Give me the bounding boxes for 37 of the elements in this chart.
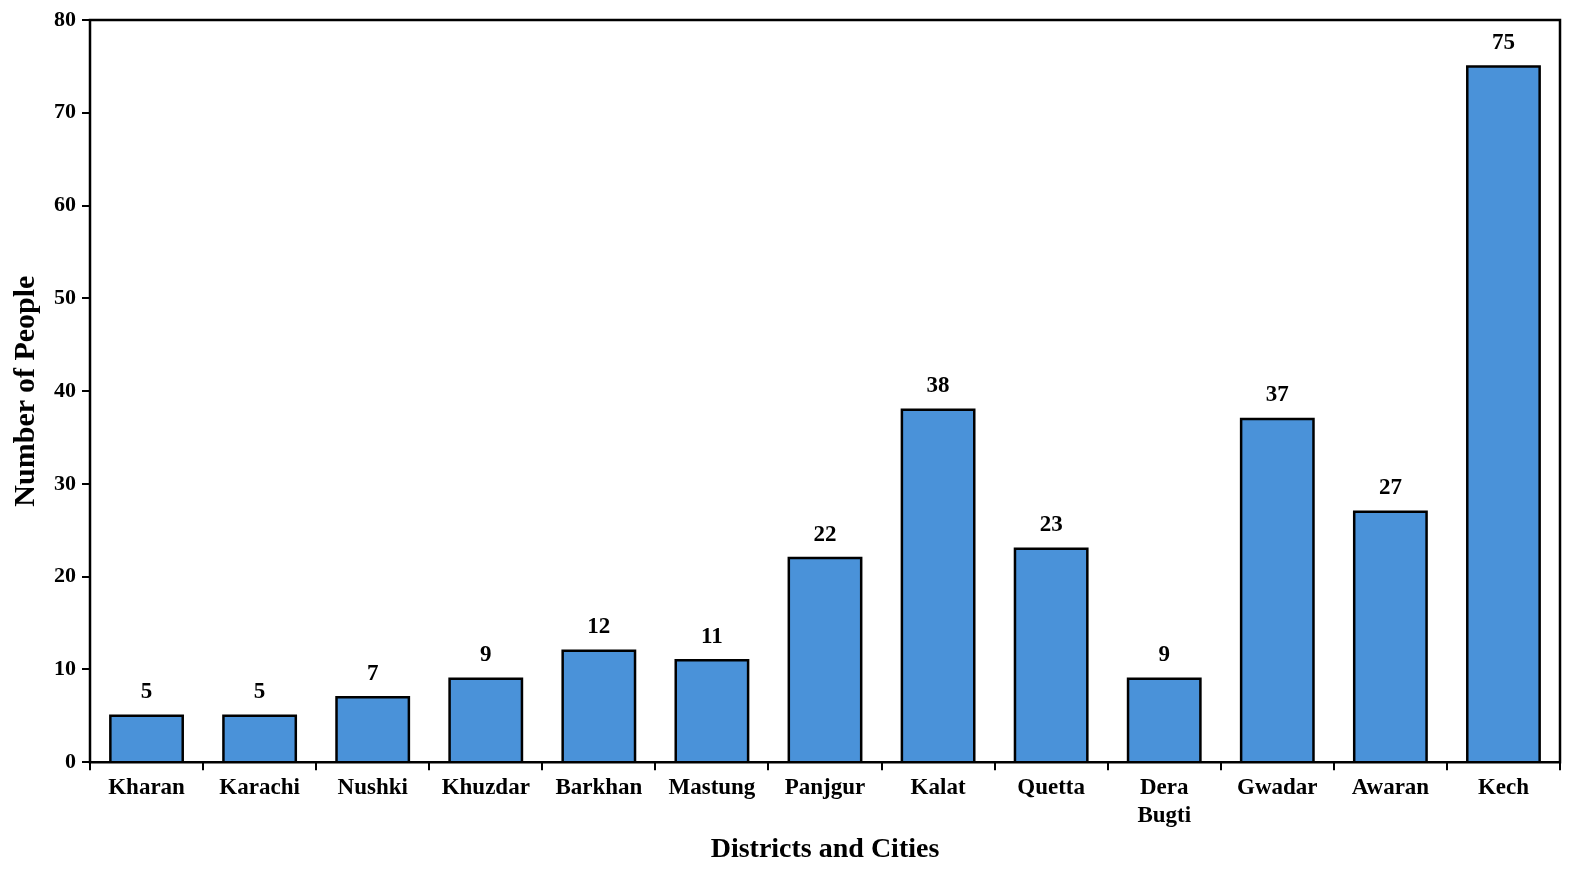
x-tick-label: Kech [1477,773,1530,799]
y-tick-label: 70 [54,98,76,124]
x-tick-label: Barkhan [555,773,643,799]
x-tick-label: Khuzdar [441,773,530,799]
data-label: 7 [366,659,379,685]
y-tick-label: 50 [54,284,76,310]
data-label: 5 [140,678,153,704]
data-label: 23 [1039,511,1063,537]
x-tick-label: Kharan [108,773,186,799]
x-axis-title: Districts and Cities [710,832,940,864]
data-label: 9 [1158,641,1170,667]
y-tick-label: 80 [54,5,76,31]
x-tick-label: Awaran [1351,773,1430,799]
x-tick-label: Gwadar [1237,773,1318,799]
y-axis-title: Number of People [6,275,40,507]
x-tick-label: Kalat [910,773,966,799]
y-tick-label: 30 [54,469,76,495]
data-label: 11 [701,622,723,648]
x-tick-label: Dera Bugti [1137,773,1192,827]
y-tick-label: 0 [65,747,76,773]
data-label: 22 [813,520,837,546]
data-label: 9 [480,641,492,667]
data-label: 37 [1265,381,1289,407]
x-tick-label: Panjgur [784,773,866,799]
y-tick-label: 60 [54,191,76,217]
data-label: 75 [1491,28,1515,54]
data-label: 5 [253,678,266,704]
x-tick-label: Quetta [1017,773,1086,799]
data-label: 12 [587,613,611,639]
x-tick-label: Karachi [219,773,301,799]
y-tick-label: 10 [54,655,76,681]
data-label: 38 [926,372,950,398]
y-tick-label: 20 [54,562,76,588]
data-label: 27 [1378,474,1402,500]
x-tick-label: Nushki [337,773,409,799]
x-tick-label: Mastung [668,773,756,799]
y-tick-label: 40 [54,376,76,402]
